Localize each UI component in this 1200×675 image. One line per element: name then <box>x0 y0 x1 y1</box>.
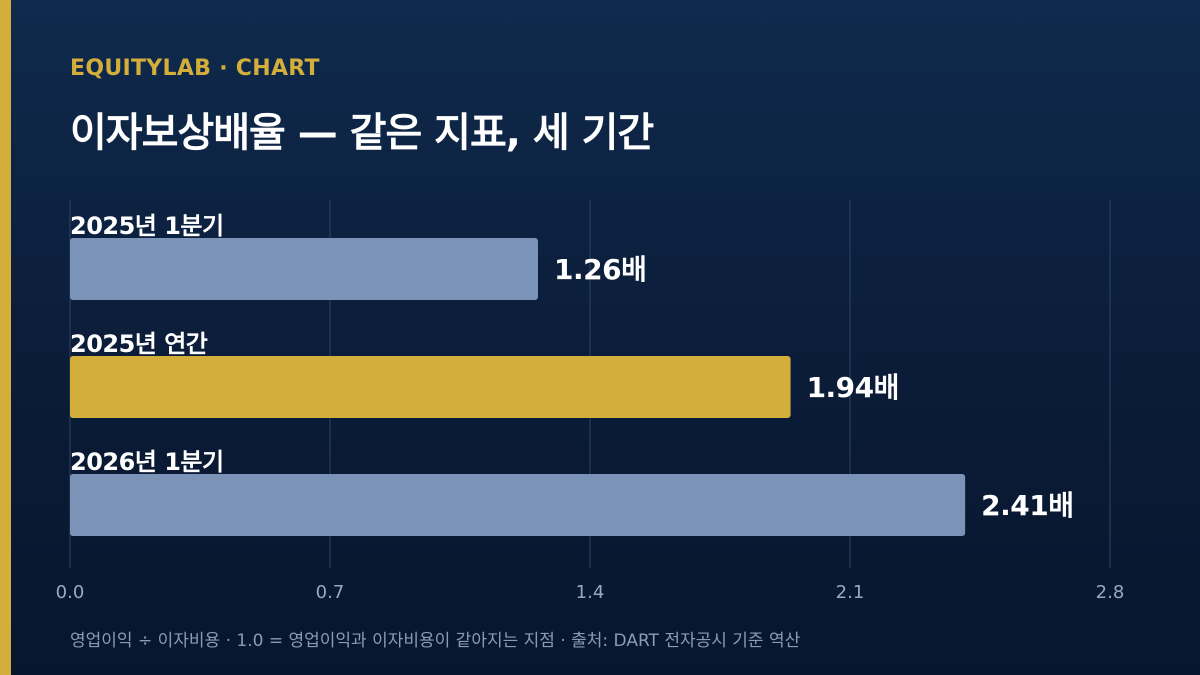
bar <box>70 356 791 418</box>
x-tick-label: 0.7 <box>316 582 345 603</box>
value-label: 1.94배 <box>807 371 899 404</box>
bar <box>70 238 538 300</box>
eyebrow-label: EQUITYLAB · CHART <box>70 56 320 81</box>
chart-footnote: 영업이익 ÷ 이자비용 · 1.0 = 영업이익과 이자비용이 같아지는 지점 … <box>70 631 801 651</box>
bar <box>70 474 966 536</box>
x-tick-label: 2.1 <box>836 582 865 603</box>
accent-bar <box>0 0 11 675</box>
chart-title: 이자보상배율 — 같은 지표, 세 기간 <box>70 110 654 156</box>
value-label: 1.26배 <box>554 253 646 286</box>
x-tick-label: 1.4 <box>576 582 605 603</box>
x-tick-label: 0.0 <box>56 582 85 603</box>
value-label: 2.41배 <box>981 489 1073 522</box>
category-label: 2026년 1분기 <box>70 448 224 476</box>
category-label: 2025년 연간 <box>70 330 208 358</box>
x-tick-label: 2.8 <box>1096 582 1125 603</box>
category-label: 2025년 1분기 <box>70 212 224 240</box>
